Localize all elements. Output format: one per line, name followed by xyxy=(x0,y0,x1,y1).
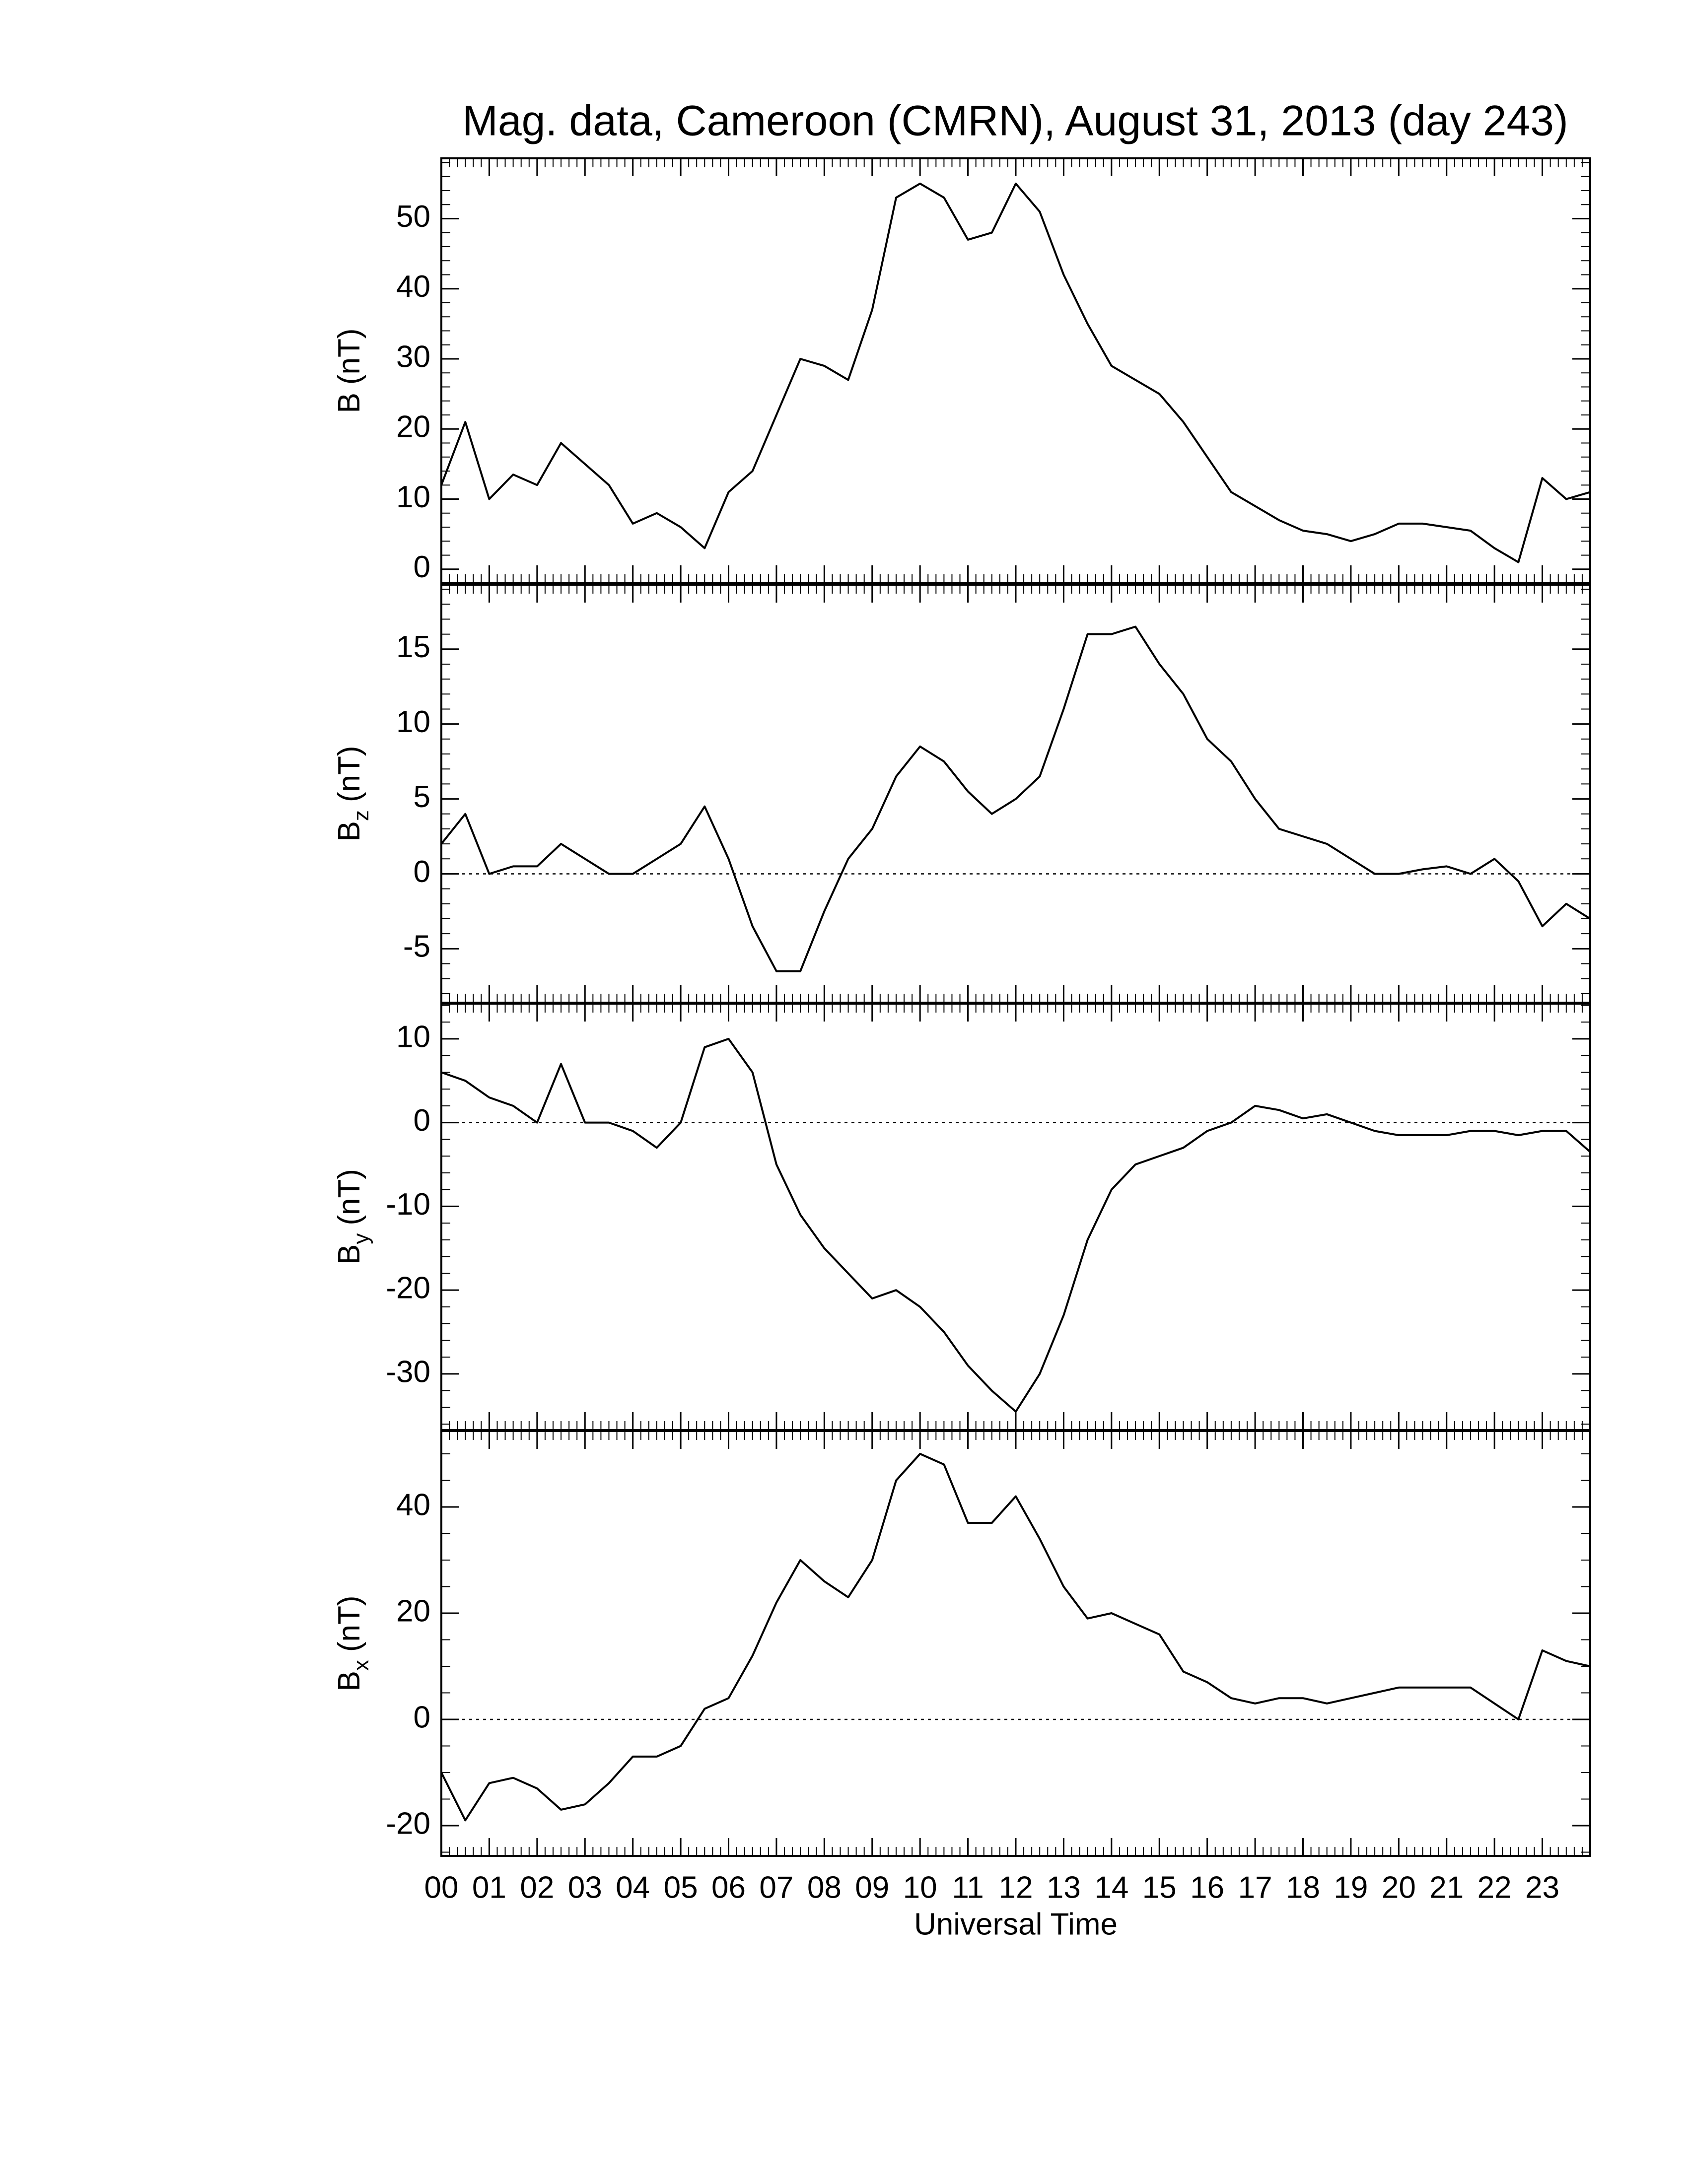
y-tick-label: -5 xyxy=(403,930,430,964)
chart-title: Mag. data, Cameroon (CMRN), August 31, 2… xyxy=(462,97,1568,145)
y-tick-label: 10 xyxy=(396,705,430,739)
y-tick-label: 10 xyxy=(396,1020,430,1054)
y-axis-label: Bz (nT) xyxy=(332,746,373,841)
y-tick-label: 15 xyxy=(396,630,430,664)
x-tick-label: 16 xyxy=(1190,1870,1224,1905)
x-tick-label: 13 xyxy=(1047,1870,1081,1905)
x-tick-label: 14 xyxy=(1094,1870,1128,1905)
data-line xyxy=(440,182,1591,563)
y-tick-label: 0 xyxy=(414,1700,430,1734)
y-axis-label: Bx (nT) xyxy=(332,1595,373,1691)
x-tick-label: 11 xyxy=(952,1870,984,1905)
data-line xyxy=(440,1453,1591,1822)
x-tick-label: 07 xyxy=(759,1870,793,1905)
x-tick-label: 02 xyxy=(520,1870,554,1905)
y-label-base: B xyxy=(332,821,366,841)
y-label-base: B xyxy=(332,1671,366,1691)
y-label-unit: (nT) xyxy=(332,1169,366,1226)
y-axis-label: B (nT) xyxy=(332,328,366,413)
data-line xyxy=(441,1037,1591,1413)
x-tick-label: 09 xyxy=(855,1870,889,1905)
x-tick-label: 19 xyxy=(1334,1870,1368,1905)
y-tick-label: 0 xyxy=(414,550,430,584)
data-line xyxy=(440,625,1591,972)
y-tick-label: 40 xyxy=(396,1488,430,1522)
x-tick-label: 04 xyxy=(616,1870,650,1905)
x-tick-label: 05 xyxy=(664,1870,698,1905)
x-tick-label: 08 xyxy=(807,1870,842,1905)
x-tick-label: 15 xyxy=(1142,1870,1177,1905)
y-label-unit: (nT) xyxy=(332,1595,366,1652)
y-tick-label: 40 xyxy=(396,270,430,304)
y-tick-label: 30 xyxy=(396,340,430,374)
x-tick-label: 03 xyxy=(568,1870,602,1905)
y-tick-label: 0 xyxy=(414,855,430,889)
y-tick-label: -10 xyxy=(386,1187,430,1222)
y-tick-label: 5 xyxy=(414,780,430,814)
y-axis-label: By (nT) xyxy=(332,1169,373,1265)
x-axis-label: Universal Time xyxy=(914,1907,1118,1941)
x-tick-label: 01 xyxy=(472,1870,506,1905)
x-tick-label: 10 xyxy=(903,1870,937,1905)
y-label-unit: (nT) xyxy=(332,746,366,802)
y-tick-label: 20 xyxy=(396,410,430,444)
x-tick-label: 06 xyxy=(711,1870,746,1905)
x-tick-label: 17 xyxy=(1238,1870,1272,1905)
y-label-unit: (nT) xyxy=(332,328,366,385)
x-tick-label: 21 xyxy=(1429,1870,1464,1905)
y-tick-label: 20 xyxy=(396,1594,430,1628)
x-tick-label: 00 xyxy=(424,1870,459,1905)
y-tick-label: 0 xyxy=(414,1103,430,1138)
x-tick-label: 23 xyxy=(1525,1870,1559,1905)
x-tick-label: 22 xyxy=(1477,1870,1512,1905)
x-tick-label: 18 xyxy=(1286,1870,1320,1905)
y-tick-label: -20 xyxy=(386,1271,430,1305)
y-label-base: B xyxy=(332,393,366,413)
y-tick-label: 50 xyxy=(396,200,430,234)
y-label-base: B xyxy=(332,1244,366,1265)
x-tick-label: 20 xyxy=(1382,1870,1416,1905)
y-label-sub: z xyxy=(349,810,373,821)
y-tick-label: -20 xyxy=(386,1806,430,1841)
y-label-sub: x xyxy=(349,1660,373,1671)
y-tick-label: 10 xyxy=(396,480,430,514)
y-tick-label: -30 xyxy=(386,1355,430,1389)
y-label-sub: y xyxy=(349,1233,373,1244)
x-tick-label: 12 xyxy=(999,1870,1033,1905)
